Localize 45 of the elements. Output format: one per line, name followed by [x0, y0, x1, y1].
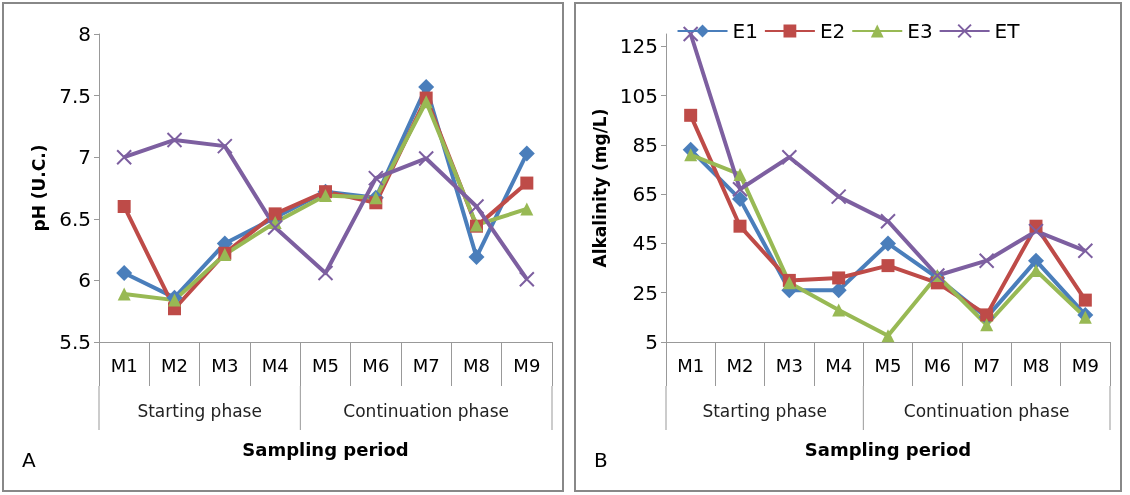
y-axis-title: Alkalinity (mg/L)	[590, 108, 611, 268]
y-tick-label: 105	[619, 83, 658, 108]
text: B	[594, 448, 608, 472]
x-tick-label: M5	[874, 354, 902, 376]
x-tick-label: M6	[923, 354, 951, 376]
text: Starting phase	[137, 400, 262, 421]
x-tick-label: M7	[412, 354, 440, 376]
legend-label: E2	[819, 19, 846, 43]
y-tick-label: 25	[632, 280, 658, 305]
x-tick-label: M3	[211, 354, 239, 376]
text: Continuation phase	[903, 400, 1070, 421]
x-tick-label: M4	[825, 354, 853, 376]
x-tick-label: M2	[161, 354, 188, 376]
y-tick-label: 5.5	[59, 330, 91, 354]
y-tick-label: 45	[632, 231, 658, 256]
x-tick-label: M2	[726, 354, 754, 376]
x-axis-title: Sampling period	[242, 438, 409, 460]
x-tick-label: M1	[110, 354, 138, 376]
y-tick-label: 65	[632, 182, 658, 207]
x-tick-label: M3	[775, 354, 803, 376]
legend-label: E1	[732, 19, 758, 43]
y-tick-label: 6.5	[59, 206, 91, 231]
y-tick-label: 8	[78, 22, 91, 46]
x-tick-label: M8	[1022, 354, 1050, 376]
legend-label: ET	[994, 19, 1021, 43]
x-tick-label: M7	[973, 354, 1001, 376]
y-tick-label: 125	[619, 34, 658, 59]
text: A	[22, 448, 36, 472]
x-tick-label: M9	[1071, 354, 1099, 376]
y-tick-label: 7.5	[59, 83, 91, 108]
legend-label: E3	[907, 19, 933, 43]
x-tick-label: M8	[463, 354, 490, 376]
text: Continuation phase	[343, 400, 509, 421]
x-tick-label: M6	[362, 354, 390, 376]
y-tick-label: 5	[645, 330, 658, 354]
y-tick-label: 7	[78, 145, 91, 170]
x-tick-label: M1	[677, 354, 705, 376]
x-tick-label: M5	[312, 354, 339, 376]
text: Starting phase	[702, 400, 827, 421]
x-axis-title: Sampling period	[804, 438, 972, 460]
y-tick-label: 6	[78, 268, 91, 293]
y-axis-title: pH (U.C.)	[28, 144, 49, 232]
x-tick-label: M4	[261, 354, 289, 376]
x-tick-label: M9	[513, 354, 541, 376]
y-tick-label: 85	[632, 132, 658, 157]
